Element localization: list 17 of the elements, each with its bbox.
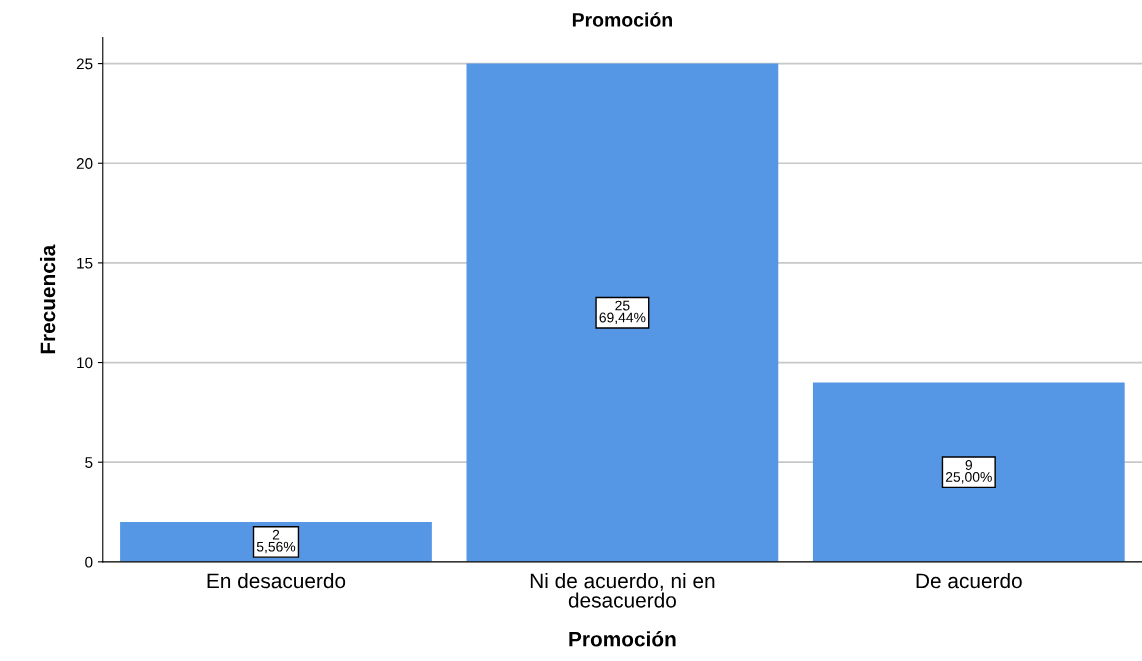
x-tick-label: Ni de acuerdo, ni en desacuerdo (530, 572, 715, 608)
bar (812, 382, 1125, 562)
y-tick-label: 10 (77, 357, 93, 369)
x-axis-title: Promoción (569, 631, 676, 647)
y-axis-title: Frecuencia (39, 244, 56, 354)
y-tick-label: 25 (76, 58, 93, 70)
data-label: 25 69,44% (599, 300, 646, 325)
x-tick-label: De acuerdo (916, 572, 1022, 589)
bar (466, 63, 779, 562)
data-label: 2 5,56% (256, 529, 296, 554)
chart-title: Promoción (572, 12, 672, 27)
data-label: 9 25,00% (945, 460, 992, 484)
y-tick-label: 20 (76, 158, 93, 169)
x-tick-label: En desacuerdo (207, 572, 346, 589)
y-tick-label: 0 (85, 556, 93, 568)
y-tick-label: 5 (85, 457, 93, 468)
y-tick-label: 15 (77, 257, 93, 269)
